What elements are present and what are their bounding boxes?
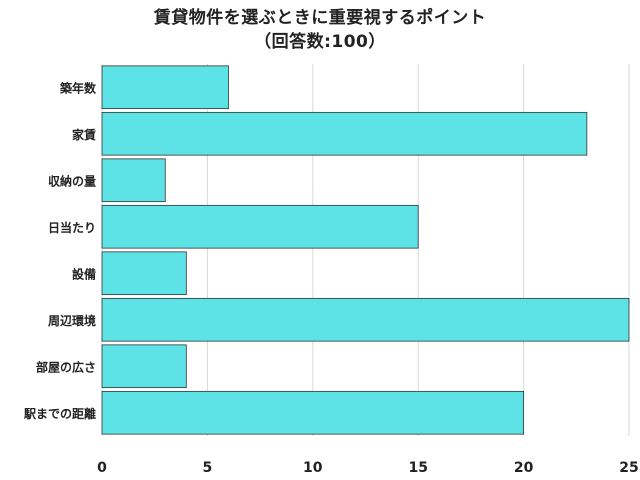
chart-subtitle: （回答数:100） — [254, 32, 386, 52]
category-label: 家賃 — [72, 127, 96, 142]
chart-title-block: 賃貸物件を選ぶときに重要視するポイント （回答数:100） — [0, 6, 640, 54]
chart-title: 賃貸物件を選ぶときに重要視するポイント — [153, 8, 487, 28]
x-tick-label: 25 — [619, 460, 638, 476]
x-tick-label: 5 — [203, 460, 213, 476]
category-label: 日当たり — [48, 220, 96, 235]
category-label: 築年数 — [59, 80, 97, 95]
x-tick-labels: 0 5 10 15 20 25 — [97, 460, 639, 476]
bar — [101, 390, 525, 435]
x-tick-label: 20 — [514, 460, 534, 476]
bar — [101, 158, 166, 203]
bar — [101, 344, 187, 389]
bar — [101, 111, 588, 156]
x-tick-label: 10 — [303, 460, 323, 476]
bar — [101, 297, 630, 342]
category-label: 周辺環境 — [48, 313, 96, 328]
x-tick-label: 0 — [97, 460, 107, 476]
category-label: 収納の量 — [48, 173, 96, 188]
category-label: 駅までの距離 — [23, 406, 96, 421]
category-label: 設備 — [72, 266, 96, 281]
x-tick-label: 15 — [408, 460, 427, 476]
bar — [101, 204, 419, 249]
bars — [101, 65, 630, 435]
bar — [101, 251, 187, 296]
bar — [101, 65, 229, 110]
category-label: 部屋の広さ — [36, 359, 96, 374]
